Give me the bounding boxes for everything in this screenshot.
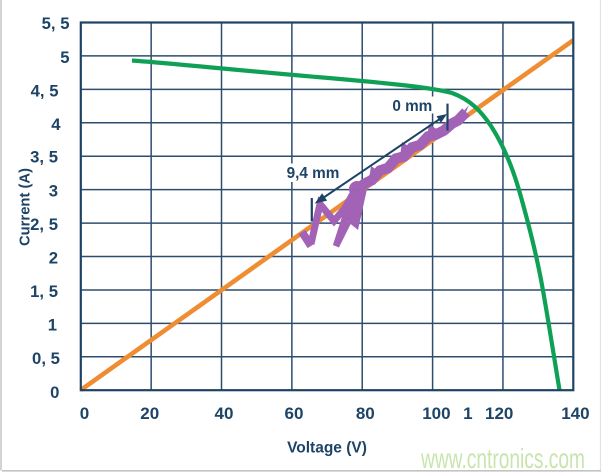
svg-text:2, 5: 2, 5 <box>30 215 58 234</box>
svg-text:20: 20 <box>140 404 159 423</box>
svg-text:5, 5: 5, 5 <box>42 14 70 33</box>
svg-text:4, 5: 4, 5 <box>31 81 59 100</box>
svg-text:3, 5: 3, 5 <box>30 148 58 167</box>
svg-text:60: 60 <box>285 404 304 423</box>
svg-text:5: 5 <box>60 48 69 67</box>
svg-text:Current (A): Current (A) <box>18 168 34 246</box>
svg-text:3: 3 <box>49 182 58 201</box>
svg-text:120: 120 <box>485 404 513 423</box>
svg-text:1: 1 <box>463 404 472 423</box>
svg-text:0 mm: 0 mm <box>392 98 432 115</box>
svg-text:100: 100 <box>422 404 450 423</box>
svg-text:Voltage (V): Voltage (V) <box>287 439 367 456</box>
svg-text:80: 80 <box>356 404 375 423</box>
svg-text:0: 0 <box>50 383 59 402</box>
svg-text:1: 1 <box>48 315 57 334</box>
svg-text:www.cntronics.com: www.cntronics.com <box>420 443 585 474</box>
svg-text:1, 5: 1, 5 <box>30 282 58 301</box>
svg-text:4: 4 <box>51 115 61 134</box>
svg-text:0, 5: 0, 5 <box>32 349 60 368</box>
svg-text:140: 140 <box>561 404 589 423</box>
svg-text:40: 40 <box>215 404 234 423</box>
svg-text:9,4 mm: 9,4 mm <box>287 165 340 182</box>
svg-text:2: 2 <box>49 249 58 268</box>
svg-text:0: 0 <box>80 404 89 423</box>
